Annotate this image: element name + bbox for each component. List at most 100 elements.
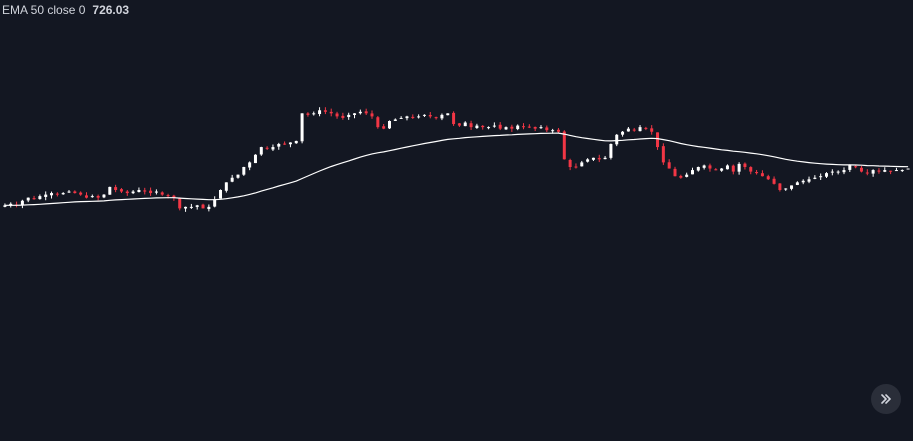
candle — [428, 112, 432, 119]
candle — [562, 130, 566, 160]
candle — [836, 170, 840, 175]
candle — [778, 183, 782, 192]
candle — [73, 190, 77, 194]
candle-body — [708, 165, 712, 169]
candle — [498, 122, 502, 131]
candle-body — [661, 146, 665, 163]
candle-body — [656, 132, 660, 148]
candle — [154, 189, 158, 195]
candle — [160, 191, 164, 196]
candle — [510, 124, 514, 132]
candle-body — [784, 188, 788, 190]
candle-body — [533, 126, 537, 129]
candle — [236, 174, 240, 179]
candle — [102, 194, 106, 199]
candle-body — [312, 113, 316, 115]
candle-body — [55, 193, 59, 195]
candle — [294, 140, 298, 144]
candle — [50, 191, 54, 199]
scroll-to-realtime-button[interactable] — [871, 384, 901, 414]
candle-body — [755, 172, 759, 174]
candle-body — [527, 126, 531, 128]
candle — [137, 187, 141, 193]
candle-body — [673, 168, 677, 177]
candle-body — [591, 157, 595, 160]
candle-body — [335, 113, 339, 117]
candle — [405, 115, 409, 121]
candle-body — [38, 196, 42, 200]
candle-body — [79, 192, 83, 195]
candle-body — [720, 168, 724, 171]
candle — [440, 113, 444, 121]
candle-body — [644, 127, 648, 129]
candle-body — [854, 166, 858, 168]
candle-body — [253, 154, 257, 164]
candle — [399, 116, 403, 119]
candle — [720, 168, 724, 172]
candle-body — [219, 190, 223, 199]
candle-body — [487, 127, 491, 129]
candle — [760, 170, 764, 177]
candle-body — [3, 205, 7, 207]
candle — [900, 169, 904, 172]
candle-body — [440, 114, 444, 119]
candle-body — [807, 179, 811, 182]
candle — [242, 166, 246, 176]
candle-body — [906, 168, 910, 170]
candle-body — [271, 147, 275, 150]
candle — [55, 192, 59, 197]
candle-body — [329, 111, 333, 114]
candle-body — [574, 166, 578, 168]
candle-body — [102, 194, 106, 198]
candle-body — [318, 110, 322, 115]
candle — [213, 196, 217, 208]
candle — [422, 114, 426, 117]
candle-body — [690, 170, 694, 175]
candle-body — [615, 134, 619, 145]
candle — [755, 169, 759, 175]
candle — [446, 113, 450, 116]
candle — [20, 199, 24, 209]
candle — [696, 166, 700, 172]
candle — [661, 143, 665, 165]
candle-body — [207, 206, 211, 210]
candle-body — [894, 170, 898, 172]
candle-body — [353, 113, 357, 115]
candle — [667, 159, 671, 169]
study-legend[interactable]: EMA 50 close 0 726.03 — [2, 2, 129, 18]
candle-body — [749, 167, 753, 172]
candle-body — [743, 163, 747, 167]
candle-body — [446, 113, 450, 116]
candle-body — [300, 113, 304, 142]
candle-body — [825, 173, 829, 177]
candle-body — [137, 190, 141, 193]
candle-body — [428, 115, 432, 117]
candle-body — [737, 163, 741, 172]
candle-body — [283, 143, 287, 145]
candle — [644, 126, 648, 131]
candle-body — [696, 167, 700, 171]
candle-body — [358, 111, 362, 114]
candle — [382, 124, 386, 130]
candle-body — [166, 195, 170, 197]
candle — [353, 113, 357, 119]
candle-body — [638, 127, 642, 132]
candle — [533, 126, 537, 132]
candle — [784, 188, 788, 191]
candle — [889, 170, 893, 175]
candle-body — [603, 157, 607, 160]
candle-body — [725, 165, 729, 170]
candle — [749, 166, 753, 175]
candle-body — [562, 131, 566, 160]
candle-body — [481, 125, 485, 128]
candle-body — [819, 176, 823, 178]
candle-body — [393, 119, 397, 121]
candle-body — [125, 191, 129, 194]
candle-body — [621, 131, 625, 135]
candle — [527, 124, 531, 129]
candle — [96, 194, 100, 201]
candle-body — [154, 191, 158, 193]
candle — [335, 111, 339, 119]
candle — [119, 188, 123, 194]
